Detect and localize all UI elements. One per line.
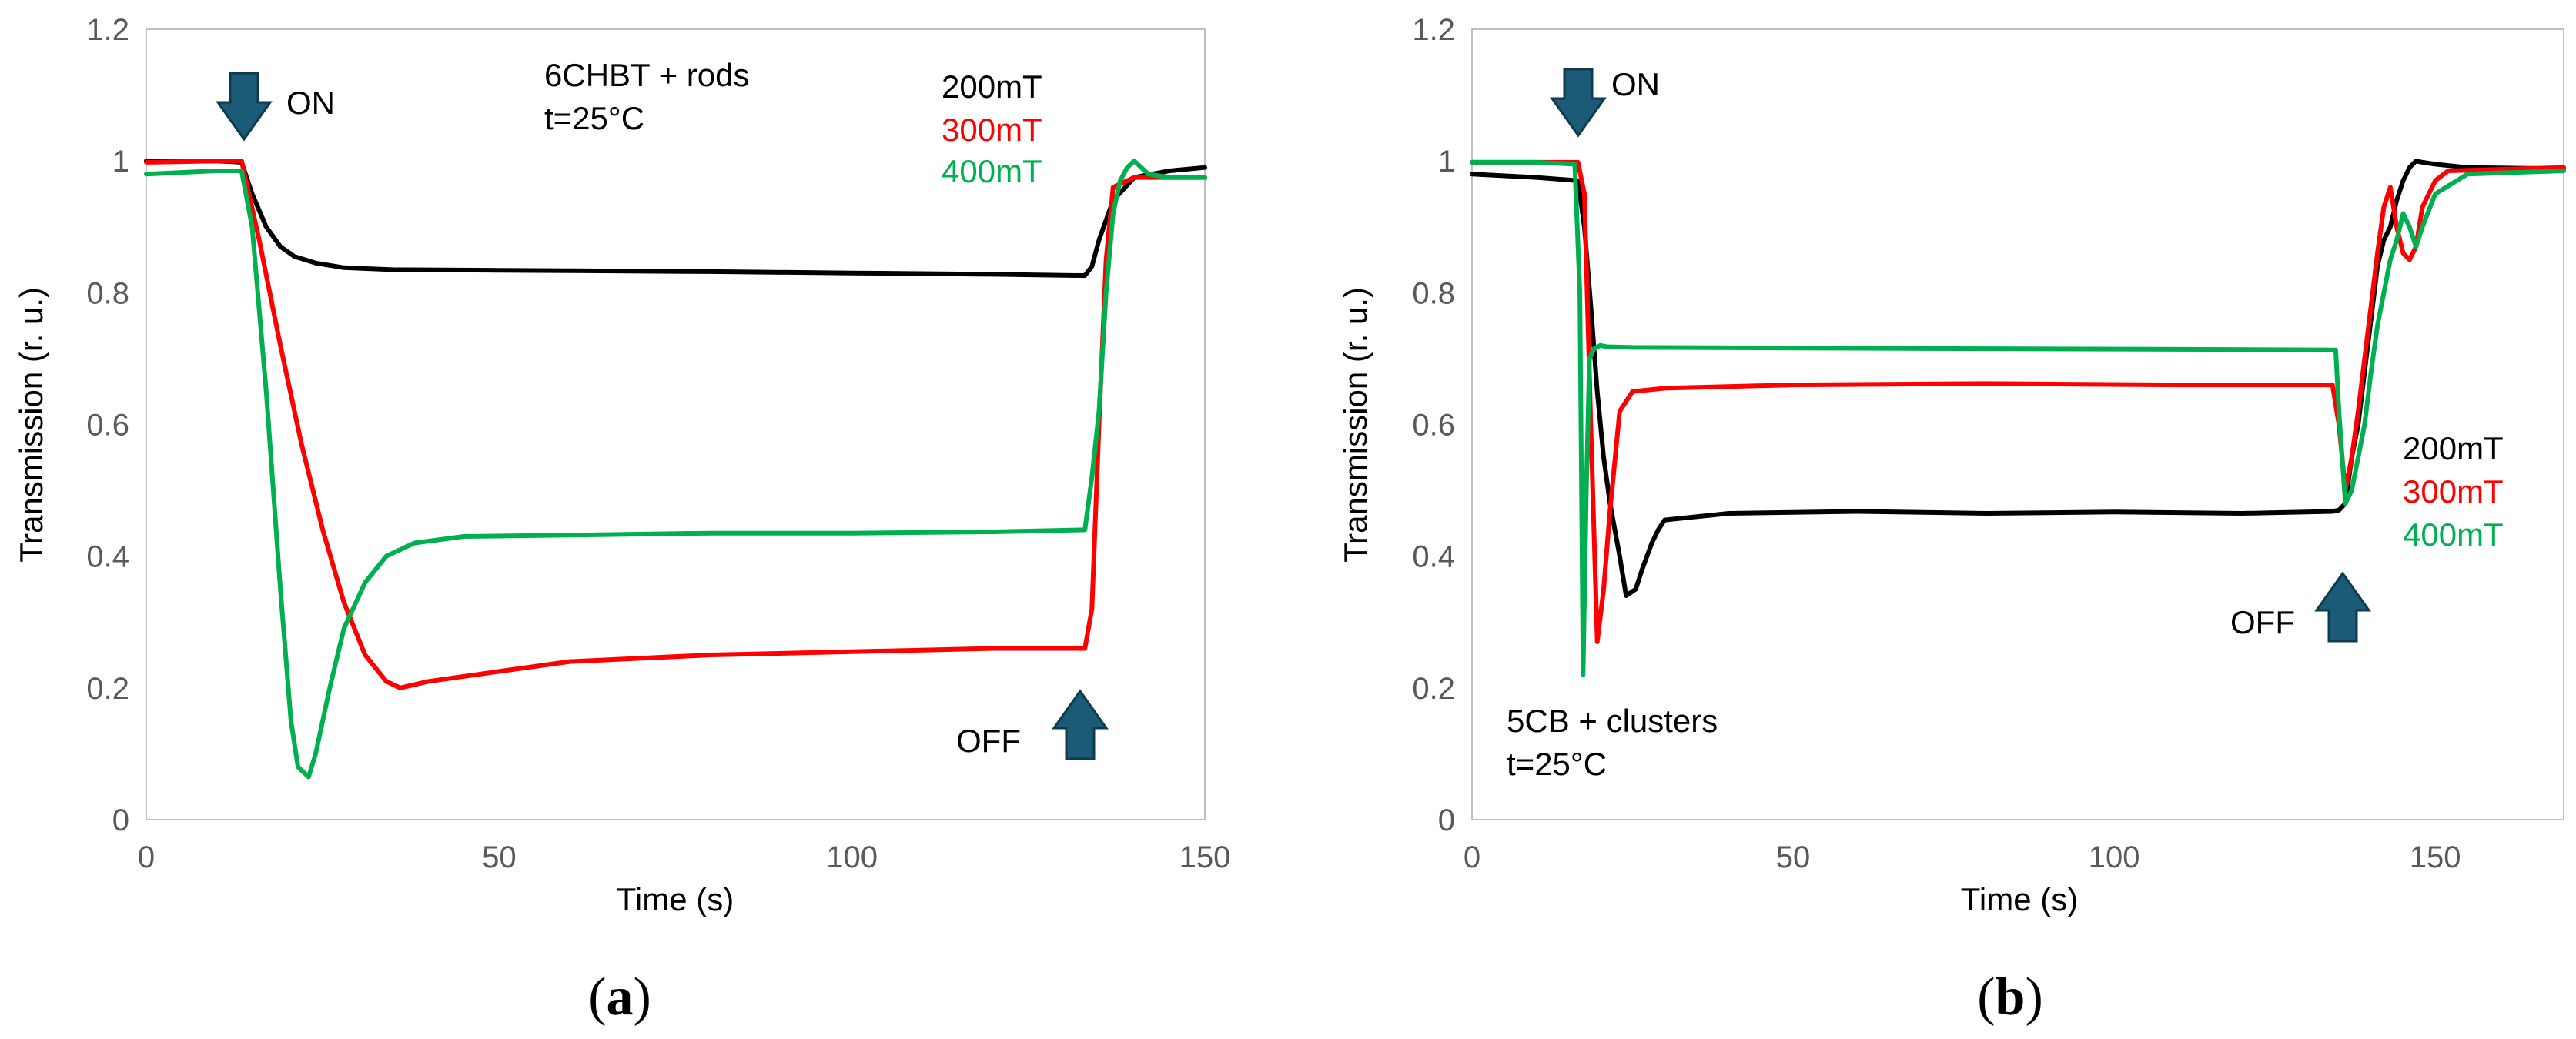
y-tick-label: 0 — [1438, 803, 1455, 837]
series-line-400mT — [1470, 159, 2566, 677]
panel-label-open-paren: ( — [1977, 967, 1995, 1027]
y-tick-label: 0.6 — [1412, 409, 1455, 443]
y-tick-label: 1.2 — [86, 13, 129, 47]
x-tick-label: 50 — [1776, 840, 1811, 874]
temperature-label-a: t=25°C — [544, 100, 644, 136]
plot-area-b — [1471, 28, 2564, 820]
y-tick-label: 0.4 — [1412, 540, 1455, 574]
y-tick-labels-b: 0 0.2 0.4 0.6 0.8 1 1.2 — [1412, 13, 1455, 837]
x-axis-title-b: Time (s) — [1961, 881, 2078, 917]
x-tick-label: 50 — [482, 840, 517, 874]
plot-area-a — [146, 28, 1206, 820]
panel-label-open-paren: ( — [588, 967, 606, 1027]
y-tick-label: 0.2 — [86, 672, 129, 706]
panel-label-close-paren: ) — [2025, 967, 2042, 1027]
y-tick-label: 0.8 — [86, 276, 129, 310]
x-axis-title-a: Time (s) — [617, 881, 734, 917]
y-tick-label: 1.2 — [1412, 13, 1455, 47]
x-tick-label: 0 — [1464, 840, 1480, 874]
x-tick-label: 100 — [826, 840, 878, 874]
series-line-400mT — [144, 159, 1207, 780]
panel-letter: a — [607, 967, 634, 1027]
y-axis-title-a: Transmission (r. u.) — [13, 287, 49, 563]
on-label-a: ON — [286, 85, 335, 121]
y-tick-label: 0 — [112, 803, 129, 837]
y-tick-label: 1 — [112, 145, 129, 179]
y-tick-label: 0.8 — [1412, 276, 1455, 310]
legend-entry: 200mT — [942, 68, 1042, 105]
off-label-b: OFF — [2230, 604, 2295, 640]
data-series-a — [144, 159, 1207, 780]
x-tick-label: 150 — [1179, 840, 1231, 874]
legend-entry: 300mT — [2403, 473, 2504, 509]
arrow-up-icon — [1052, 689, 1109, 760]
y-tick-labels-a: 0 0.2 0.4 0.6 0.8 1 1.2 — [86, 13, 129, 837]
chart-panel-a: 0 0.2 0.4 0.6 0.8 1 1.2 0 50 100 150 Time (s) Tra… — [13, 13, 1230, 1027]
y-tick-label: 1 — [1438, 145, 1455, 179]
sample-label-b: 5CB + clusters — [1507, 703, 1718, 739]
chart-panel-b: 0 0.2 0.4 0.6 0.8 1 1.2 0 50 100 150 Time (s) Tra… — [1337, 13, 2566, 1027]
on-label-b: ON — [1611, 66, 1660, 102]
arrow-down-icon — [216, 72, 273, 142]
series-line-300mT — [144, 159, 1207, 690]
arrow-down-icon — [1550, 68, 1607, 138]
temperature-label-b: t=25°C — [1507, 746, 1607, 782]
x-tick-labels-b: 0 50 100 150 — [1464, 840, 2461, 874]
y-tick-label: 0.6 — [86, 409, 129, 443]
legend-entry: 300mT — [942, 112, 1042, 148]
legend-entry: 200mT — [2403, 430, 2504, 466]
legend-entry: 400mT — [942, 153, 1042, 189]
data-series-b — [1470, 159, 2566, 677]
legend-a: 200mT 300mT 400mT — [942, 68, 1042, 189]
sample-label-a: 6CHBT + rods — [544, 57, 750, 93]
x-tick-label: 0 — [138, 840, 155, 874]
x-tick-label: 100 — [2089, 840, 2140, 874]
x-tick-labels-a: 0 50 100 150 — [138, 840, 1231, 874]
y-axis-title-b: Transmission (r. u.) — [1337, 287, 1373, 563]
y-tick-label: 0.4 — [86, 540, 129, 574]
legend-entry: 400mT — [2403, 516, 2504, 553]
panel-label-b: (b) — [1977, 967, 2043, 1027]
legend-b: 200mT 300mT 400mT — [2403, 430, 2504, 553]
x-tick-label: 150 — [2410, 840, 2461, 874]
panel-label-close-paren: ) — [634, 967, 651, 1027]
panel-label-a: (a) — [588, 967, 651, 1027]
arrow-up-icon — [2314, 571, 2371, 643]
series-line-200mT — [1470, 159, 2566, 598]
y-tick-label: 0.2 — [1412, 672, 1455, 706]
panel-letter: b — [1996, 967, 2026, 1027]
off-label-a: OFF — [956, 723, 1021, 759]
